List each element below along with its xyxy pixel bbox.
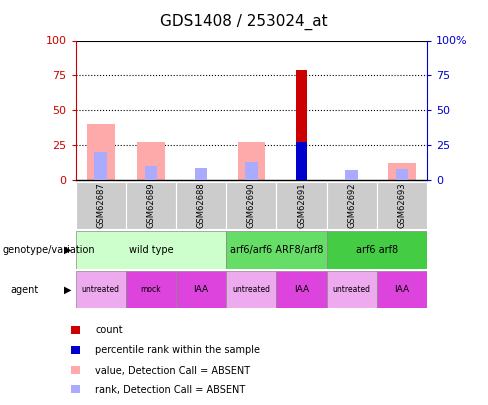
Bar — [137, 143, 165, 180]
Text: GSM62688: GSM62688 — [197, 183, 205, 228]
Bar — [226, 182, 276, 229]
Text: wild type: wild type — [129, 245, 173, 255]
Bar — [71, 386, 81, 394]
Text: arf6/arf6 ARF8/arf8: arf6/arf6 ARF8/arf8 — [230, 245, 323, 255]
Text: agent: agent — [11, 285, 39, 294]
Bar — [176, 182, 226, 229]
Bar — [226, 231, 326, 269]
Bar — [276, 182, 326, 229]
Bar — [71, 346, 81, 354]
Bar — [346, 171, 358, 180]
Bar — [71, 326, 81, 334]
Bar — [396, 169, 408, 180]
Text: untreated: untreated — [81, 285, 120, 294]
Bar — [377, 271, 427, 308]
Text: GSM62687: GSM62687 — [96, 183, 105, 228]
Text: untreated: untreated — [232, 285, 270, 294]
Bar — [326, 182, 377, 229]
Bar — [76, 182, 126, 229]
Text: IAA: IAA — [194, 285, 209, 294]
Text: count: count — [95, 325, 123, 335]
Text: GSM62691: GSM62691 — [297, 183, 306, 228]
Text: ▶: ▶ — [63, 285, 71, 294]
Bar — [326, 231, 427, 269]
Bar — [388, 164, 416, 180]
Bar — [76, 271, 126, 308]
Text: IAA: IAA — [294, 285, 309, 294]
Bar — [297, 143, 306, 180]
Bar — [87, 124, 115, 180]
Text: GSM62693: GSM62693 — [397, 183, 407, 228]
Text: GDS1408 / 253024_at: GDS1408 / 253024_at — [160, 14, 328, 30]
Bar — [238, 143, 265, 180]
Bar — [377, 182, 427, 229]
Bar — [176, 271, 226, 308]
Text: untreated: untreated — [333, 285, 371, 294]
Text: percentile rank within the sample: percentile rank within the sample — [95, 345, 260, 355]
Text: genotype/variation: genotype/variation — [2, 245, 95, 255]
Bar — [276, 271, 326, 308]
Bar — [76, 231, 226, 269]
Bar — [144, 166, 157, 180]
Text: GSM62692: GSM62692 — [347, 183, 356, 228]
Text: rank, Detection Call = ABSENT: rank, Detection Call = ABSENT — [95, 385, 245, 394]
Bar — [71, 366, 81, 374]
Bar — [195, 168, 207, 180]
Text: value, Detection Call = ABSENT: value, Detection Call = ABSENT — [95, 366, 250, 375]
Text: IAA: IAA — [394, 285, 409, 294]
Bar — [245, 162, 258, 180]
Bar — [326, 271, 377, 308]
Bar — [126, 271, 176, 308]
Bar — [297, 70, 306, 180]
Text: GSM62690: GSM62690 — [247, 183, 256, 228]
Bar — [226, 271, 276, 308]
Bar — [95, 152, 107, 180]
Text: mock: mock — [141, 285, 161, 294]
Text: ▶: ▶ — [63, 245, 71, 255]
Text: GSM62689: GSM62689 — [146, 183, 156, 228]
Bar — [126, 182, 176, 229]
Text: arf6 arf8: arf6 arf8 — [356, 245, 398, 255]
